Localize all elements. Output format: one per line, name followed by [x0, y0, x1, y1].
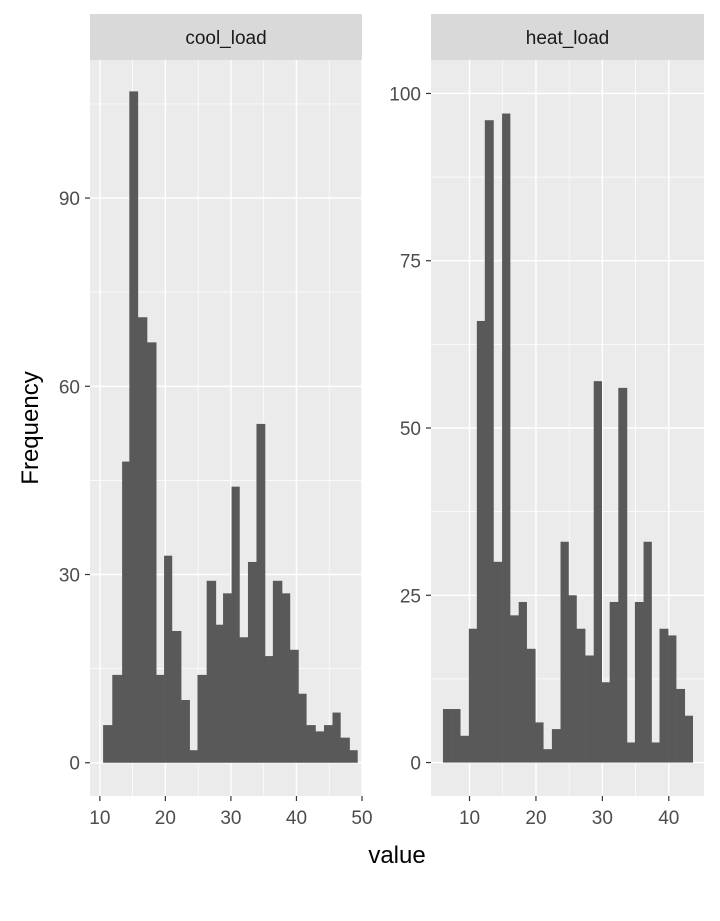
y-tick-label: 50	[400, 419, 421, 440]
histogram-bar	[593, 381, 603, 763]
x-tick-label: 40	[286, 808, 307, 829]
x-tick-label: 20	[525, 808, 546, 829]
histogram-bar	[576, 628, 586, 763]
histogram-bar	[332, 712, 341, 763]
histogram-bar	[609, 601, 619, 763]
histogram-bar	[518, 601, 527, 763]
histogram-bar	[147, 342, 157, 763]
x-tick-label: 40	[658, 808, 679, 829]
histogram-bar	[476, 320, 486, 763]
histogram-bar	[535, 722, 544, 763]
histogram-bar	[484, 120, 494, 763]
histogram-bar	[442, 709, 452, 763]
histogram-bar	[601, 682, 610, 763]
histogram-bar	[468, 628, 478, 763]
x-tick-label: 20	[155, 808, 176, 829]
histogram-bar	[676, 688, 686, 763]
histogram-bar	[526, 648, 536, 763]
facet-strip-label: heat_load	[526, 28, 609, 49]
histogram-bar	[206, 580, 217, 763]
histogram-bar	[618, 387, 628, 763]
histogram-bar	[493, 561, 503, 763]
x-tick-label: 50	[351, 808, 372, 829]
y-axis-title: Frequency	[17, 371, 44, 484]
x-tick-label: 30	[220, 808, 241, 829]
y-tick-label: 90	[59, 189, 80, 210]
histogram-bar	[560, 541, 569, 763]
panel-heat-load: heat_load 0 25 50 75 100 10 20 30 40	[389, 14, 704, 829]
histogram-bar	[223, 593, 232, 763]
histogram-bar	[103, 725, 113, 763]
histogram-bar	[626, 742, 636, 763]
histogram-bar	[239, 637, 249, 763]
histogram-bar	[247, 561, 257, 763]
histogram-bar	[122, 461, 130, 763]
histogram-bar	[129, 91, 139, 763]
histogram-bar	[164, 555, 173, 763]
histogram-bar	[585, 655, 595, 763]
x-tick-label: 10	[89, 808, 110, 829]
panel-cool-load: cool_load 0 30 60 90 10 20 30 40 50	[59, 14, 373, 829]
histogram-bar	[659, 628, 669, 763]
histogram-bar	[668, 635, 677, 763]
histogram-bar	[256, 423, 266, 763]
histogram-bar	[634, 601, 644, 763]
facet-strip	[90, 14, 362, 60]
histogram-bar	[215, 624, 224, 763]
y-tick-label: 30	[59, 566, 80, 587]
histogram-bar	[289, 649, 299, 763]
y-tick-label: 0	[410, 754, 421, 775]
x-tick-label: 10	[459, 808, 480, 829]
histogram-bar	[340, 737, 350, 763]
histogram-bar	[460, 735, 470, 763]
y-tick-label: 100	[389, 84, 421, 105]
histogram-bar	[137, 317, 148, 763]
x-axis-title: value	[368, 842, 425, 869]
histogram-bar	[684, 715, 694, 763]
histogram-bar	[231, 486, 240, 763]
histogram-bar	[272, 580, 283, 763]
histogram-bar	[197, 674, 207, 763]
histogram-bar	[349, 750, 358, 763]
y-tick-label: 75	[400, 252, 421, 273]
histogram-bar	[568, 595, 577, 763]
histogram-bar	[156, 674, 165, 763]
y-tick-label: 60	[59, 377, 80, 398]
histogram-bar	[315, 731, 325, 763]
histogram-bar	[264, 656, 274, 763]
histogram-bar	[112, 674, 123, 763]
facet-strip	[431, 14, 704, 60]
histogram-bar	[298, 693, 307, 763]
histogram-bar	[323, 725, 333, 763]
histogram-bar	[502, 113, 511, 763]
histogram-bar	[282, 593, 291, 763]
y-tick-label: 0	[69, 754, 80, 775]
histogram-bar	[451, 709, 461, 763]
facet-strip-label: cool_load	[185, 28, 266, 49]
histogram-bar	[306, 725, 316, 763]
histogram-bar	[181, 700, 190, 763]
histogram-bar	[189, 750, 198, 763]
y-tick-label: 25	[400, 586, 421, 607]
x-tick-label: 30	[592, 808, 613, 829]
histogram-bar	[551, 729, 561, 763]
histogram-bar	[510, 615, 519, 763]
histogram-bar	[643, 541, 652, 763]
histogram-bar	[651, 742, 660, 763]
histogram-bar	[543, 749, 553, 763]
histogram-bar	[171, 630, 182, 763]
